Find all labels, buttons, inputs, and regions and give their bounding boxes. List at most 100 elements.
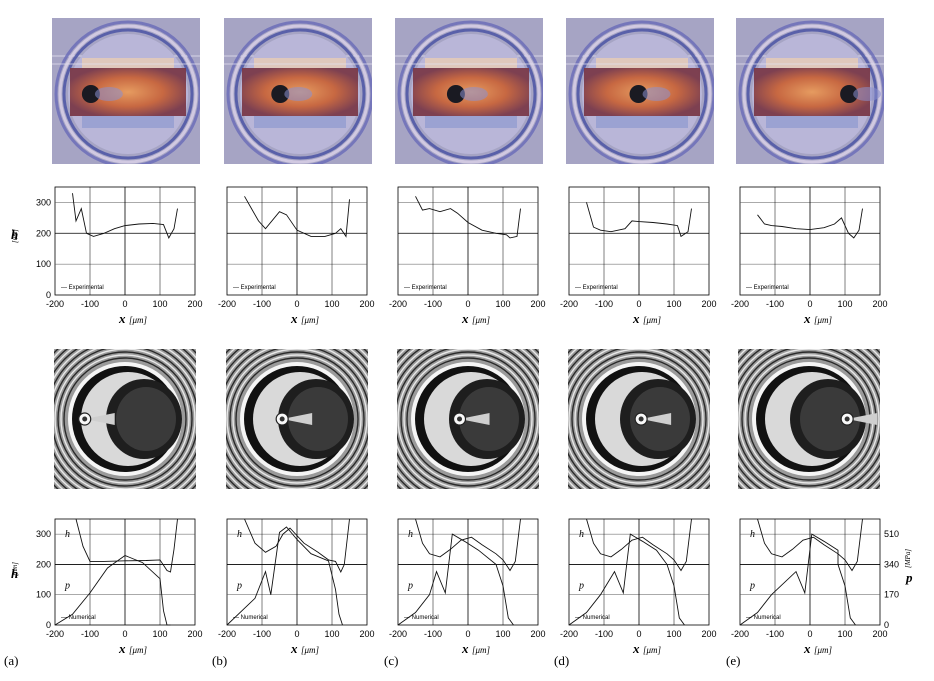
curve-label-p: p [578, 581, 584, 592]
x-axis-label: x [118, 311, 126, 326]
x-tick-label: 200 [701, 629, 716, 639]
legend-entry: — Experimental [233, 285, 276, 291]
numerical-interferogram [54, 349, 196, 489]
series-line [244, 196, 350, 238]
series-line [415, 196, 521, 239]
x-tick-label: 100 [495, 299, 510, 309]
x-axis-label: x [632, 311, 640, 326]
series-line [586, 518, 692, 572]
legend-entry: — Numerical [746, 615, 781, 621]
x-tick-label: -100 [595, 629, 613, 639]
y-tick-label: 0 [46, 290, 51, 300]
experimental-thickness-chart: -200 -100 0 100 200 x [μm] — Experimental [389, 186, 546, 326]
y2-tick-label: 340 [884, 559, 899, 569]
x-tick-label: -100 [81, 299, 99, 309]
experimental-thickness-chart: -200 -100 0 100 200 x [μm] — Experimental [731, 186, 888, 326]
numerical-thickness-pressure-chart: -200 -100 0 100 200 x [μm] — Numerical h p 0 170 340… [731, 518, 913, 656]
x-tick-label: 0 [807, 629, 812, 639]
x-tick-label: 0 [294, 629, 299, 639]
experimental-thickness-chart: -200 -100 0 100 200 x [μm] — Experimental [560, 186, 717, 326]
x-axis-unit: [μm] [129, 645, 148, 655]
x-axis-label: x [290, 311, 298, 326]
panel-label-d: (d) [554, 653, 570, 668]
x-tick-label: -100 [766, 629, 784, 639]
numerical-thickness-pressure-chart: -200 -100 0 100 200 x [μm] — Numerical h p [389, 518, 546, 656]
series-line [757, 518, 863, 572]
curve-label-p: p [749, 581, 755, 592]
x-tick-label: -200 [218, 629, 236, 639]
panel-label-a: (a) [4, 653, 19, 668]
x-axis-unit: [μm] [472, 645, 491, 655]
x-axis-label: x [632, 641, 640, 656]
y-tick-label: 300 [36, 529, 51, 539]
y-tick-label: 200 [36, 228, 51, 238]
curve-label-h: h [579, 529, 584, 540]
legend-entry: — Experimental [575, 285, 618, 291]
x-tick-label: 100 [152, 629, 167, 639]
x-tick-label: -100 [595, 299, 613, 309]
curve-label-h: h [750, 529, 755, 540]
series-line [415, 518, 521, 572]
x-axis-unit: [μm] [472, 315, 491, 325]
x-axis-label: x [118, 641, 126, 656]
panel-label-c: (c) [384, 653, 399, 668]
x-axis-unit: [μm] [814, 315, 833, 325]
x-tick-label: -200 [731, 299, 749, 309]
x-tick-label: 0 [122, 299, 127, 309]
x-tick-label: -100 [253, 299, 271, 309]
interference-photo [736, 18, 884, 164]
x-axis-unit: [μm] [301, 645, 320, 655]
x-tick-label: 100 [837, 299, 852, 309]
y-axis-label: h [11, 566, 18, 581]
numerical-thickness-pressure-chart: -200 -100 0 100 200 x [μm] — Numerical h p 0 100 200… [11, 518, 203, 656]
x-tick-label: 0 [122, 629, 127, 639]
y-axis-unit: [nm] [11, 562, 19, 576]
legend-entry: — Experimental [746, 285, 789, 291]
numerical-interferogram [226, 349, 368, 489]
x-tick-label: 0 [636, 629, 641, 639]
x-tick-label: 200 [187, 629, 202, 639]
x-tick-label: 200 [701, 299, 716, 309]
x-tick-label: -100 [81, 629, 99, 639]
curve-label-h: h [408, 529, 413, 540]
x-tick-label: -200 [389, 299, 407, 309]
experimental-thickness-chart: -200 -100 0 100 200 x [μm] — Experimental [218, 186, 375, 326]
series-line [568, 533, 685, 626]
series-line [586, 202, 692, 238]
series-line [757, 208, 863, 239]
x-tick-label: -100 [424, 299, 442, 309]
numerical-interferogram [397, 349, 539, 489]
x-axis-label: x [461, 311, 469, 326]
panel-label-b: (b) [212, 653, 228, 668]
x-tick-label: 200 [872, 629, 887, 639]
interference-photo [395, 18, 543, 164]
y-tick-label: 100 [36, 259, 51, 269]
x-tick-label: -200 [560, 629, 578, 639]
interference-photo [52, 18, 200, 164]
x-axis-unit: [μm] [643, 645, 662, 655]
x-tick-label: 100 [152, 299, 167, 309]
y-tick-label: 0 [46, 620, 51, 630]
x-tick-label: -200 [218, 299, 236, 309]
y-tick-label: 200 [36, 559, 51, 569]
legend-entry: — Numerical [404, 615, 439, 621]
series-line [739, 533, 856, 626]
y2-axis-unit: [MPa] [904, 549, 912, 568]
x-tick-label: 0 [465, 629, 470, 639]
legend-entry: — Numerical [61, 615, 96, 621]
x-axis-label: x [803, 311, 811, 326]
x-tick-label: 100 [324, 629, 339, 639]
series-line [75, 518, 178, 573]
experimental-thickness-chart: -200 -100 0 100 200 x [μm] — Experimental 0 100 20… [11, 186, 203, 326]
x-tick-label: 200 [187, 299, 202, 309]
x-tick-label: 200 [359, 299, 374, 309]
x-tick-label: 100 [495, 629, 510, 639]
series-line [397, 533, 514, 626]
y2-tick-label: 170 [884, 590, 899, 600]
series-line [72, 193, 178, 239]
x-tick-label: 0 [636, 299, 641, 309]
x-tick-label: 200 [359, 629, 374, 639]
x-tick-label: 0 [294, 299, 299, 309]
x-tick-label: -200 [389, 629, 407, 639]
legend-entry: — Experimental [404, 285, 447, 291]
